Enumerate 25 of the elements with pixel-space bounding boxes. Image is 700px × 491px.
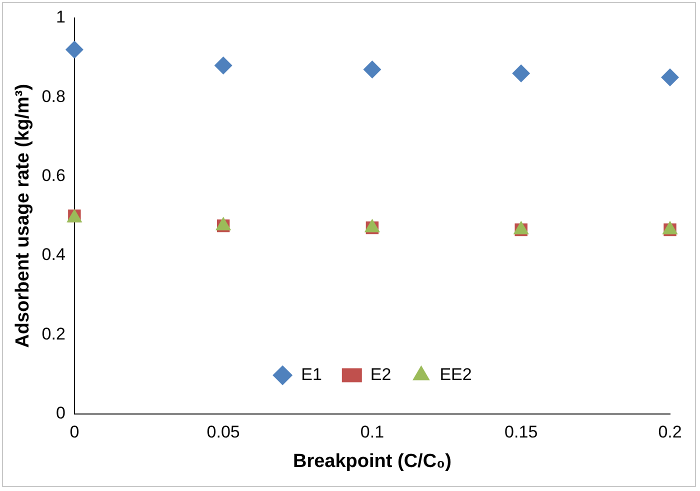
y-tick-label: 0.8	[42, 86, 66, 106]
x-tick-label: 0.15	[504, 422, 538, 442]
legend-label: E2	[370, 364, 392, 384]
point	[662, 220, 678, 234]
y-tick-label: 0.6	[42, 166, 66, 186]
x-tick-label: 0.05	[206, 422, 240, 442]
x-tick-label: 0.1	[360, 422, 384, 442]
y-tick-label: 0.4	[42, 245, 66, 264]
y-tick-label: 0	[56, 403, 66, 422]
y-axis-title: Adsorbent usage rate (kg/m³)	[12, 84, 34, 348]
point	[65, 40, 84, 59]
legend-label: EE2	[440, 364, 472, 384]
point	[513, 220, 529, 234]
y-tick-label: 1	[56, 8, 66, 27]
point	[661, 68, 679, 86]
point	[214, 56, 232, 74]
legend-label: E1	[301, 364, 322, 384]
point	[512, 64, 530, 82]
point	[363, 60, 382, 78]
point	[364, 218, 380, 232]
x-axis-title: Breakpoint (C/C₀)	[292, 450, 452, 472]
x-tick-label: 0	[70, 422, 80, 442]
x-tick-label: 0.2	[658, 422, 682, 442]
y-tick-label: 0.2	[42, 324, 66, 344]
point	[216, 216, 232, 230]
